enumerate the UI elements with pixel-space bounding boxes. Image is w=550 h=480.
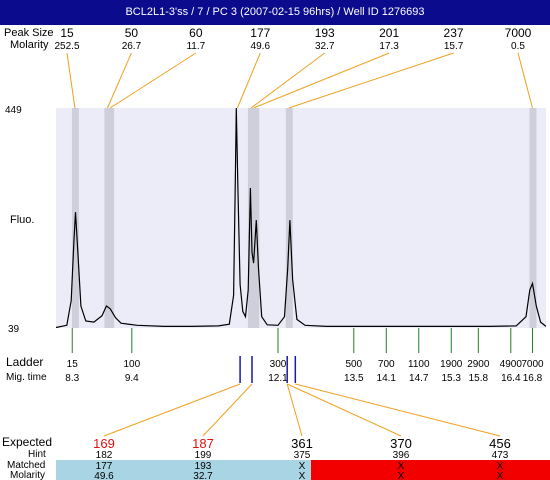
expected-value: 187 (192, 436, 214, 451)
peak-size-value: 60 (189, 26, 203, 40)
peak-connector (106, 52, 132, 109)
hint-value: 473 (492, 450, 509, 461)
matched-ok-bar (56, 460, 311, 480)
hint-value: 375 (294, 450, 311, 461)
expected-connector (202, 383, 253, 437)
peak-molarity-value: 0.5 (511, 41, 525, 52)
peak-band (252, 108, 260, 328)
matched-value: X (299, 461, 306, 472)
matched-value: 193 (195, 461, 212, 472)
peak-size-value: 15 (60, 26, 74, 40)
ladder-size: 100 (123, 359, 140, 370)
ladder-mig-time: 8.3 (65, 373, 79, 384)
matched-molarity-value: X (299, 471, 306, 480)
matched-molarity-value: X (497, 471, 504, 480)
expected-label: Expected (2, 435, 52, 449)
molarity-label: Molarity (10, 39, 49, 51)
ladder-mig-time: 14.1 (377, 373, 397, 384)
ladder-mig-time: 16.8 (523, 373, 543, 384)
peak-molarity-value: 32.7 (315, 41, 335, 52)
ladder-size: 2900 (467, 359, 490, 370)
peak-size-value: 193 (315, 26, 335, 40)
hint-value: 182 (96, 450, 113, 461)
peak-molarity-value: 26.7 (122, 41, 142, 52)
peak-size-value: 237 (444, 26, 464, 40)
ladder-mig-time: 12.1 (268, 373, 288, 384)
hint-label: Hint (28, 449, 46, 460)
y-tick-bottom: 39 (8, 324, 20, 335)
peak-band (107, 108, 115, 328)
peak-connector (517, 52, 533, 109)
ladder-mig-time: 15.8 (469, 373, 489, 384)
matched-label: Matched (7, 460, 45, 471)
ladder-mig-time: 9.4 (125, 373, 139, 384)
ladder-size: 1900 (440, 359, 463, 370)
matched-value: X (497, 461, 504, 472)
matched-molarity-value: 49.6 (94, 471, 114, 480)
peak-connector (66, 52, 76, 109)
peak-connector (236, 52, 261, 109)
peak-molarity-value: 252.5 (54, 41, 79, 52)
peak-size-value: 177 (250, 26, 270, 40)
ladder-size: 15 (67, 359, 79, 370)
peak-size-label: Peak Size (4, 27, 54, 39)
ladder-size: 1100 (408, 359, 430, 370)
matched-molarity-value: X (398, 471, 405, 480)
expected-value: 169 (93, 436, 115, 451)
ladder-mig-time: 15.3 (442, 373, 462, 384)
ladder-label: Ladder (6, 355, 43, 369)
expected-connector (103, 383, 241, 437)
peak-band (285, 108, 293, 328)
matched-molarity-value: 32.7 (193, 471, 213, 480)
peak-connector (250, 52, 326, 109)
ladder-size: 7000 (521, 359, 544, 370)
peak-size-value: 7000 (505, 26, 532, 40)
matched-value: X (398, 461, 405, 472)
peak-connector (288, 52, 454, 109)
ladder-mig-time: 13.5 (344, 373, 364, 384)
peak-molarity-value: 49.6 (251, 41, 271, 52)
ladder-mig-time: 14.7 (409, 373, 429, 384)
expected-value: 370 (390, 436, 412, 451)
peak-size-value: 201 (379, 26, 399, 40)
peak-connector (109, 52, 197, 109)
peak-connector (253, 52, 390, 109)
peak-molarity-value: 15.7 (444, 41, 464, 52)
ladder-size: 700 (378, 359, 395, 370)
plot-area (56, 108, 546, 328)
peak-band (529, 108, 537, 328)
fluorescence-trace (55, 107, 547, 329)
matched-value: 177 (96, 461, 113, 472)
hint-value: 396 (393, 450, 410, 461)
chart-title: BCL2L1-3'ss / 7 / PC 3 (2007-02-15 96hrs… (0, 0, 550, 25)
expected-connector (286, 383, 402, 437)
matched-fail-bar (311, 460, 550, 480)
peak-size-value: 50 (125, 26, 139, 40)
y-axis-label: Fluo. (10, 214, 34, 226)
expected-connector (286, 383, 303, 437)
hint-value: 199 (195, 450, 212, 461)
mig-time-label: Mig. time (6, 372, 47, 383)
y-tick-top: 449 (5, 105, 22, 116)
ladder-size: 4900 (500, 359, 523, 370)
expected-value: 361 (291, 436, 313, 451)
peak-molarity-value: 11.7 (186, 41, 205, 52)
ladder-mig-time: 16.4 (501, 373, 521, 384)
ladder-size: 300 (270, 359, 287, 370)
ladder-size: 500 (345, 359, 362, 370)
expected-value: 456 (489, 436, 511, 451)
expected-connector (295, 383, 501, 437)
peak-molarity-value: 17.3 (379, 41, 399, 52)
molarity-row-label: Molarity (10, 470, 45, 480)
